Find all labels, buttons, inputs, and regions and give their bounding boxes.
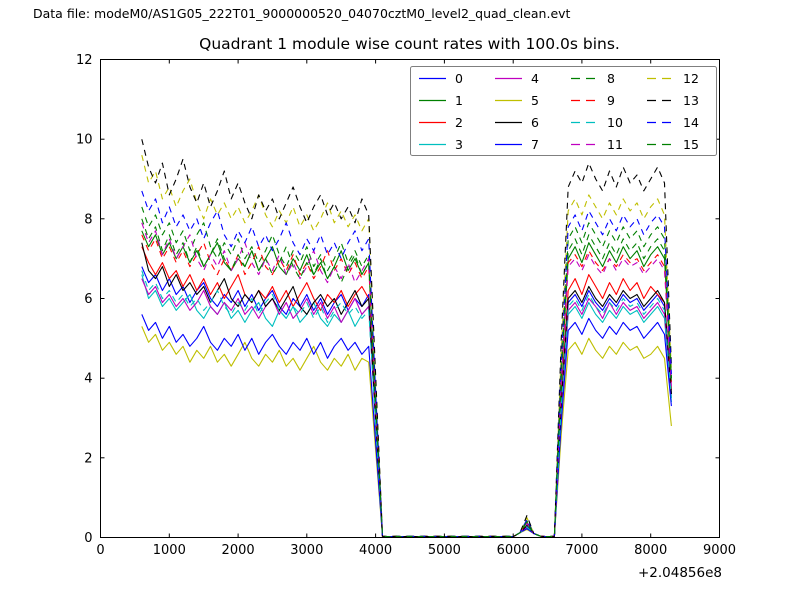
series-line-3 [141,274,672,538]
legend-label-13: 13 [683,93,699,108]
x-tick-label: 6000 [497,543,530,558]
series-line-12 [141,154,672,538]
series-line-13 [141,139,672,538]
legend-label-3: 3 [455,137,463,152]
series-line-7 [141,314,672,538]
y-tick-label: 8 [84,212,92,227]
y-tick-label: 4 [84,372,92,387]
y-tick-label: 6 [84,292,92,307]
legend-label-15: 15 [683,137,699,152]
y-tick-label: 10 [76,133,93,148]
legend-label-1: 1 [455,93,463,108]
x-tick-label: 3000 [290,543,323,558]
legend-label-5: 5 [531,93,539,108]
x-tick-label: 7000 [565,543,598,558]
legend-label-0: 0 [455,71,463,86]
x-tick-label: 4000 [359,543,392,558]
x-tick-label: 0 [96,543,104,558]
legend-label-8: 8 [607,71,615,86]
series-line-4 [141,278,672,538]
x-tick-label: 5000 [428,543,461,558]
y-tick-label: 0 [84,531,92,546]
legend-label-14: 14 [683,115,699,130]
series-line-5 [141,326,672,538]
legend-label-12: 12 [683,71,699,86]
y-tick-label: 12 [76,53,93,68]
legend-label-6: 6 [531,115,539,130]
series-line-10 [141,270,672,538]
series-line-6 [141,242,672,538]
chart-title: Quadrant 1 module wise count rates with … [199,35,620,53]
series-line-15 [141,218,672,538]
data-file-label: Data file: modeM0/AS1G05_222T01_90000005… [33,6,571,21]
x-tick-label: 1000 [153,543,186,558]
x-axis-offset-label: +2.04856e8 [638,565,722,581]
legend-label-9: 9 [607,93,615,108]
series-line-2 [141,246,672,538]
x-tick-label: 9000 [703,543,736,558]
legend-label-4: 4 [531,71,539,86]
legend-box [410,66,717,156]
series-line-1 [141,230,672,538]
series-line-11 [141,222,672,538]
series-line-8 [141,206,672,538]
x-tick-label: 8000 [634,543,667,558]
series-line-14 [141,190,672,538]
legend-label-11: 11 [607,137,623,152]
legend-label-10: 10 [607,115,623,130]
y-tick-label: 2 [84,451,92,466]
legend-label-7: 7 [531,137,539,152]
x-tick-label: 2000 [222,543,255,558]
legend-label-2: 2 [455,115,463,130]
